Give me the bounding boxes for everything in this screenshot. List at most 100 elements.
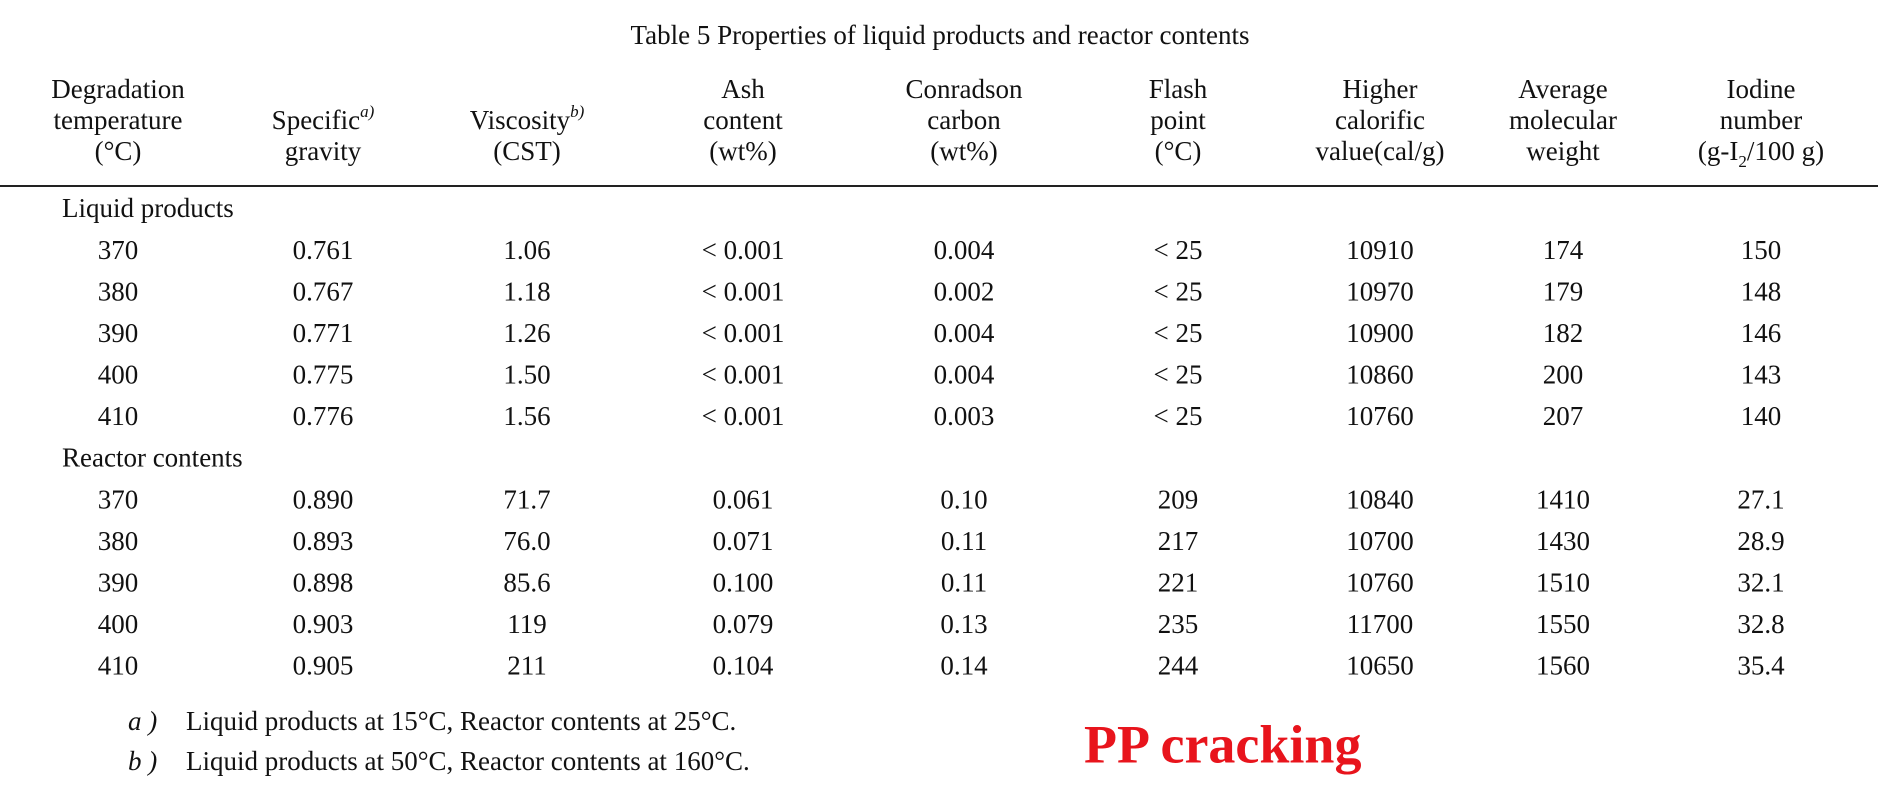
- column-header: content: [703, 105, 783, 135]
- table-cell: 0.898: [293, 568, 354, 598]
- header-segment: Conradson: [906, 74, 1023, 104]
- table-title: Table 5 Properties of liquid products an…: [631, 20, 1250, 50]
- header-segment: (wt%): [930, 136, 997, 166]
- table-cell: 1.26: [503, 318, 550, 348]
- table-cell: 32.8: [1737, 609, 1784, 639]
- table-cell: 0.767: [293, 277, 354, 307]
- table-cell: 370: [98, 235, 139, 265]
- table-cell: < 25: [1154, 235, 1203, 265]
- column-header: Average: [1518, 74, 1607, 104]
- table-cell: 179: [1543, 277, 1584, 307]
- header-segment: Average: [1518, 74, 1607, 104]
- table-cell: 0.761: [293, 235, 354, 265]
- table-cell: 0.079: [713, 609, 774, 639]
- column-header: (CST): [493, 136, 561, 166]
- column-header: value(cal/g): [1316, 136, 1445, 166]
- table-cell: 0.13: [940, 609, 987, 639]
- header-segment: molecular: [1509, 105, 1617, 135]
- table-cell: 0.776: [293, 401, 354, 431]
- table-cell: 119: [507, 609, 547, 639]
- table-cell: 380: [98, 277, 139, 307]
- table-cell: 380: [98, 526, 139, 556]
- table-cell: 10840: [1346, 485, 1414, 515]
- table-cell: 211: [507, 651, 547, 681]
- table-cell: 1430: [1536, 526, 1590, 556]
- header-segment: Ash: [721, 74, 765, 104]
- table-cell: 146: [1741, 318, 1782, 348]
- table-cell: 244: [1158, 651, 1199, 681]
- table-cell: < 0.001: [702, 318, 785, 348]
- column-header: number: [1720, 105, 1802, 135]
- header-segment: (wt%): [709, 136, 776, 166]
- header-segment: (°C): [1155, 136, 1202, 166]
- table-cell: 390: [98, 568, 139, 598]
- table-cell: 10700: [1346, 526, 1414, 556]
- table-cell: 209: [1158, 485, 1199, 515]
- header-segment: value(cal/g): [1316, 136, 1445, 166]
- table-cell: 27.1: [1737, 485, 1784, 515]
- table-cell: < 0.001: [702, 277, 785, 307]
- table-cell: 0.903: [293, 609, 354, 639]
- table-cell: 0.004: [934, 360, 995, 390]
- header-segment: Degradation: [51, 74, 185, 104]
- table-cell: 217: [1158, 526, 1199, 556]
- table-cell: 182: [1543, 318, 1584, 348]
- table-cell: 400: [98, 609, 139, 639]
- group-label: Liquid products: [62, 193, 234, 223]
- header-segment: weight: [1526, 136, 1600, 166]
- header-segment: Higher: [1343, 74, 1418, 104]
- table-cell: 0.14: [940, 651, 988, 681]
- table-cell: 32.1: [1737, 568, 1784, 598]
- table-cell: 0.061: [713, 485, 774, 515]
- table-cell: 0.11: [941, 568, 987, 598]
- column-header: Degradation: [51, 74, 185, 104]
- header-segment: 2: [1738, 152, 1747, 171]
- column-header: Conradson: [906, 74, 1023, 104]
- table-cell: 71.7: [503, 485, 550, 515]
- table-cell: 1.18: [503, 277, 550, 307]
- header-segment: point: [1150, 105, 1206, 135]
- header-segment: calorific: [1335, 105, 1425, 135]
- column-header: weight: [1526, 136, 1600, 166]
- column-header: Iodine: [1727, 74, 1796, 104]
- table-cell: 0.11: [941, 526, 987, 556]
- table-cell: 0.10: [940, 485, 987, 515]
- header-segment: gravity: [285, 136, 362, 166]
- table-cell: 370: [98, 485, 139, 515]
- table-cell: 10860: [1346, 360, 1414, 390]
- table-cell: 390: [98, 318, 139, 348]
- header-segment: temperature: [54, 105, 183, 135]
- table-cell: 1560: [1536, 651, 1590, 681]
- table-cell: 0.890: [293, 485, 354, 515]
- table-cell: 148: [1741, 277, 1782, 307]
- table-cell: 0.905: [293, 651, 354, 681]
- table-cell: 11700: [1347, 609, 1414, 639]
- header-segment: (°C): [95, 136, 142, 166]
- table-cell: 410: [98, 401, 139, 431]
- table-cell: 1510: [1536, 568, 1590, 598]
- table-cell: < 0.001: [702, 401, 785, 431]
- column-header: molecular: [1509, 105, 1617, 135]
- table-cell: 0.002: [934, 277, 995, 307]
- column-header: Specifica): [272, 102, 375, 135]
- table-cell: < 25: [1154, 401, 1203, 431]
- header-segment: carbon: [927, 105, 1001, 135]
- table-cell: 235: [1158, 609, 1199, 639]
- table-cell: 200: [1543, 360, 1584, 390]
- header-segment: /100 g): [1747, 136, 1824, 166]
- table-cell: 400: [98, 360, 139, 390]
- table-cell: 174: [1543, 235, 1584, 265]
- column-header: point: [1150, 105, 1206, 135]
- column-header: (g-I2/100 g): [1698, 136, 1824, 171]
- table-cell: 1.50: [503, 360, 550, 390]
- table-cell: 0.004: [934, 235, 995, 265]
- footnote-mark: a ): [128, 706, 157, 736]
- header-segment: b): [570, 102, 585, 121]
- footnote-text: Liquid products at 50°C, Reactor content…: [186, 746, 750, 776]
- column-header: Higher: [1343, 74, 1418, 104]
- column-header: carbon: [927, 105, 1001, 135]
- table-cell: 35.4: [1737, 651, 1785, 681]
- table-cell: 150: [1741, 235, 1782, 265]
- table-cell: 0.775: [293, 360, 354, 390]
